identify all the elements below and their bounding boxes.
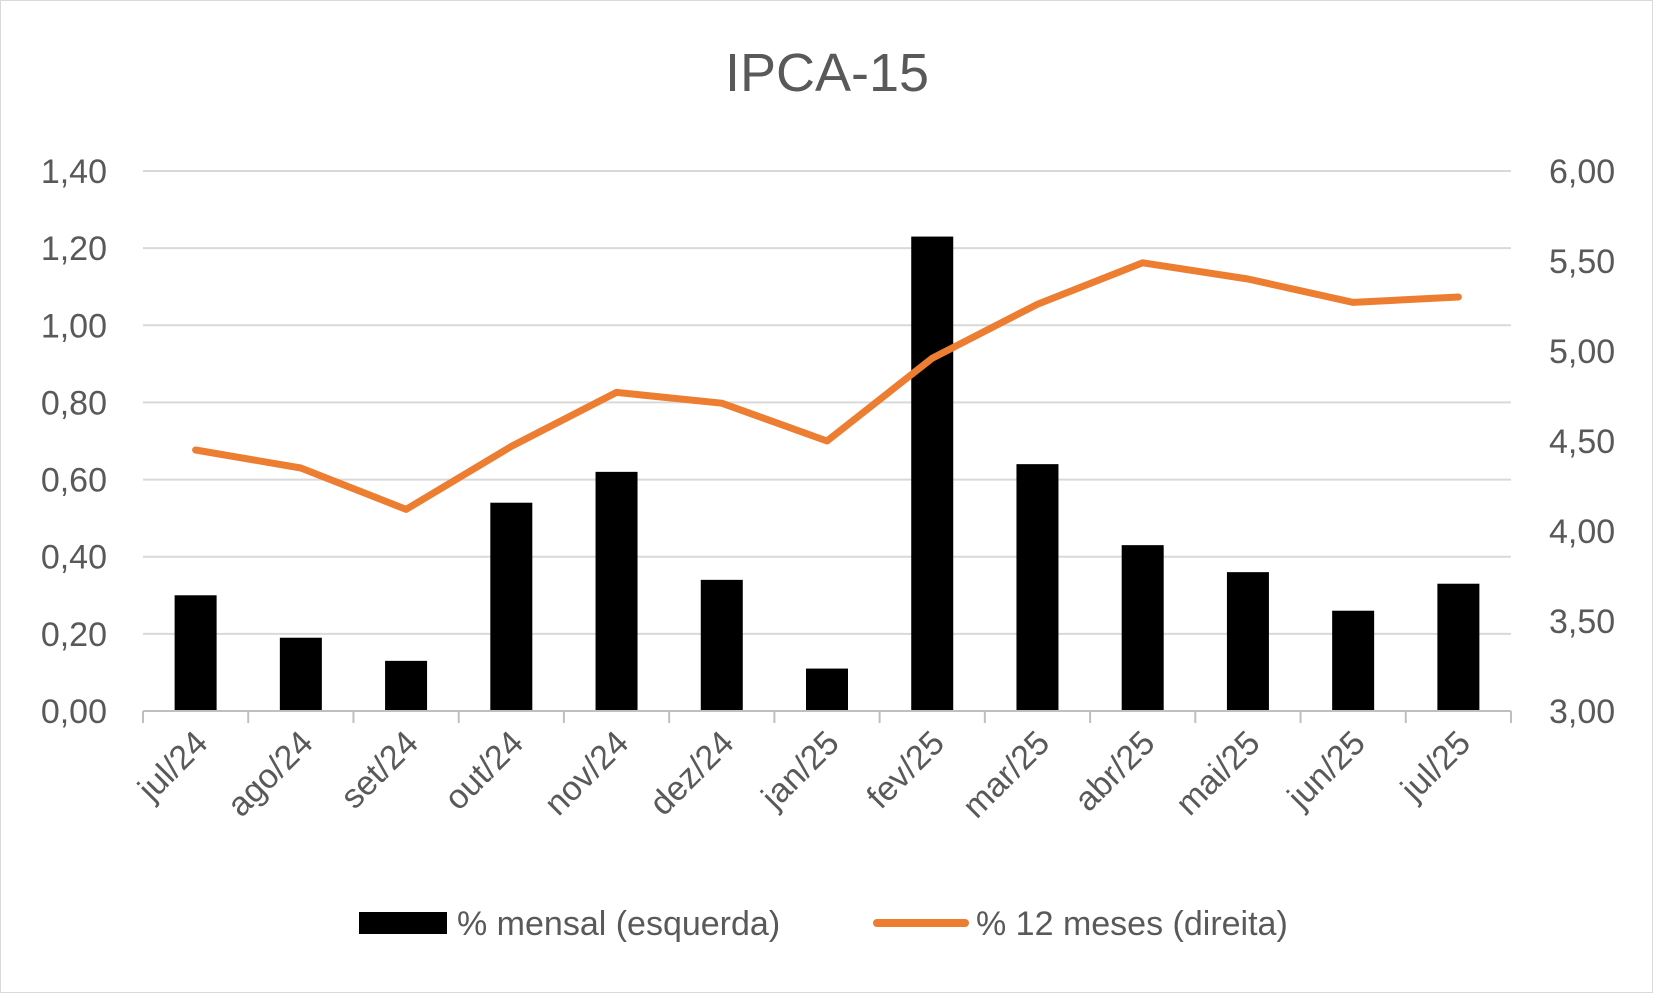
left-tick-label: 0,00 [41, 693, 107, 731]
left-tick-label: 0,40 [41, 539, 107, 577]
line-point-ago-24 [299, 466, 303, 470]
x-tick-label-abr-25: abr/25 [1067, 724, 1162, 819]
x-tick-label-jul-25: jul/25 [1393, 724, 1478, 809]
x-tick-label-nov-24: nov/24 [537, 724, 636, 823]
left-tick-label: 1,40 [41, 153, 107, 191]
line-point-jul-25 [1456, 295, 1460, 299]
right-tick-label: 4,00 [1549, 513, 1615, 551]
bar-mar-25 [1016, 464, 1059, 711]
bar-out-24 [490, 502, 533, 711]
bar-fev-25 [911, 236, 954, 712]
bar-nov-24 [595, 471, 638, 711]
chart-title: IPCA-15 [725, 43, 929, 103]
legend: % mensal (esquerda) % 12 meses (direita) [359, 905, 1288, 943]
x-tick-label-ago-24: ago/24 [220, 724, 320, 824]
x-axis [142, 710, 1512, 723]
line-point-mai-25 [1246, 277, 1250, 281]
x-axis-labels: jul/24 ago/24 set/24 out/24 nov/24 dez/24 jan/… [130, 724, 1478, 826]
right-tick-label: 6,00 [1549, 153, 1615, 191]
x-tick-label-dez-24: dez/24 [642, 724, 741, 823]
line-point-jun-25 [1351, 300, 1355, 304]
bar-ago-24 [279, 637, 322, 711]
line-point-abr-25 [1141, 261, 1145, 265]
line-point-set-24 [404, 507, 408, 511]
x-tick-label-jun-25: jun/25 [1280, 724, 1373, 817]
line-point-nov-24 [615, 390, 619, 394]
line-point-dez-24 [720, 401, 724, 405]
right-tick-label: 4,50 [1549, 423, 1615, 461]
x-tick-label-mar-25: mar/25 [955, 724, 1057, 826]
right-tick-label: 5,50 [1549, 243, 1615, 281]
left-tick-label: 0,20 [41, 616, 107, 654]
x-tick-label-set-24: set/24 [333, 724, 425, 816]
line-point-jan-25 [825, 439, 829, 443]
left-y-axis: 0,00 0,20 0,40 0,60 0,80 1,00 1,20 1,40 [41, 153, 107, 731]
gridlines [143, 170, 1511, 635]
legend-line-label: % 12 meses (direita) [976, 905, 1288, 943]
x-tick-label-fev-25: fev/25 [860, 724, 952, 816]
line-series [192, 259, 1462, 513]
bar-jun-25 [1332, 610, 1375, 711]
right-tick-label: 3,00 [1549, 693, 1615, 731]
bar-series [174, 236, 1480, 712]
x-tick-label-jan-25: jan/25 [754, 724, 847, 817]
left-tick-label: 0,80 [41, 384, 107, 422]
left-tick-label: 0,60 [41, 462, 107, 500]
bar-dez-24 [700, 579, 743, 711]
line-point-fev-25 [930, 356, 934, 360]
bar-abr-25 [1121, 545, 1164, 711]
legend-bar-label: % mensal (esquerda) [457, 905, 780, 943]
line-path [192, 259, 1462, 513]
bar-jan-25 [806, 668, 848, 711]
bar-jul-25 [1437, 583, 1480, 711]
left-tick-label: 1,00 [41, 307, 107, 345]
x-tick-label-mai-25: mai/25 [1169, 724, 1268, 823]
line-point-out-24 [509, 444, 513, 448]
line-point-mar-25 [1035, 302, 1039, 306]
x-tick-label-out-24: out/24 [437, 724, 531, 818]
bar-mai-25 [1226, 572, 1269, 711]
right-tick-label: 3,50 [1549, 603, 1615, 641]
legend-bar-swatch [359, 912, 447, 934]
right-y-axis: 3,00 3,50 4,00 4,50 5,00 5,50 6,00 [1549, 153, 1615, 731]
x-tick-label-jul-24: jul/24 [130, 724, 215, 809]
bar-set-24 [385, 660, 428, 711]
right-tick-label: 5,00 [1549, 333, 1615, 371]
line-point-jul-24 [194, 448, 198, 452]
bar-jul-24 [174, 595, 217, 711]
left-tick-label: 1,20 [41, 230, 107, 268]
